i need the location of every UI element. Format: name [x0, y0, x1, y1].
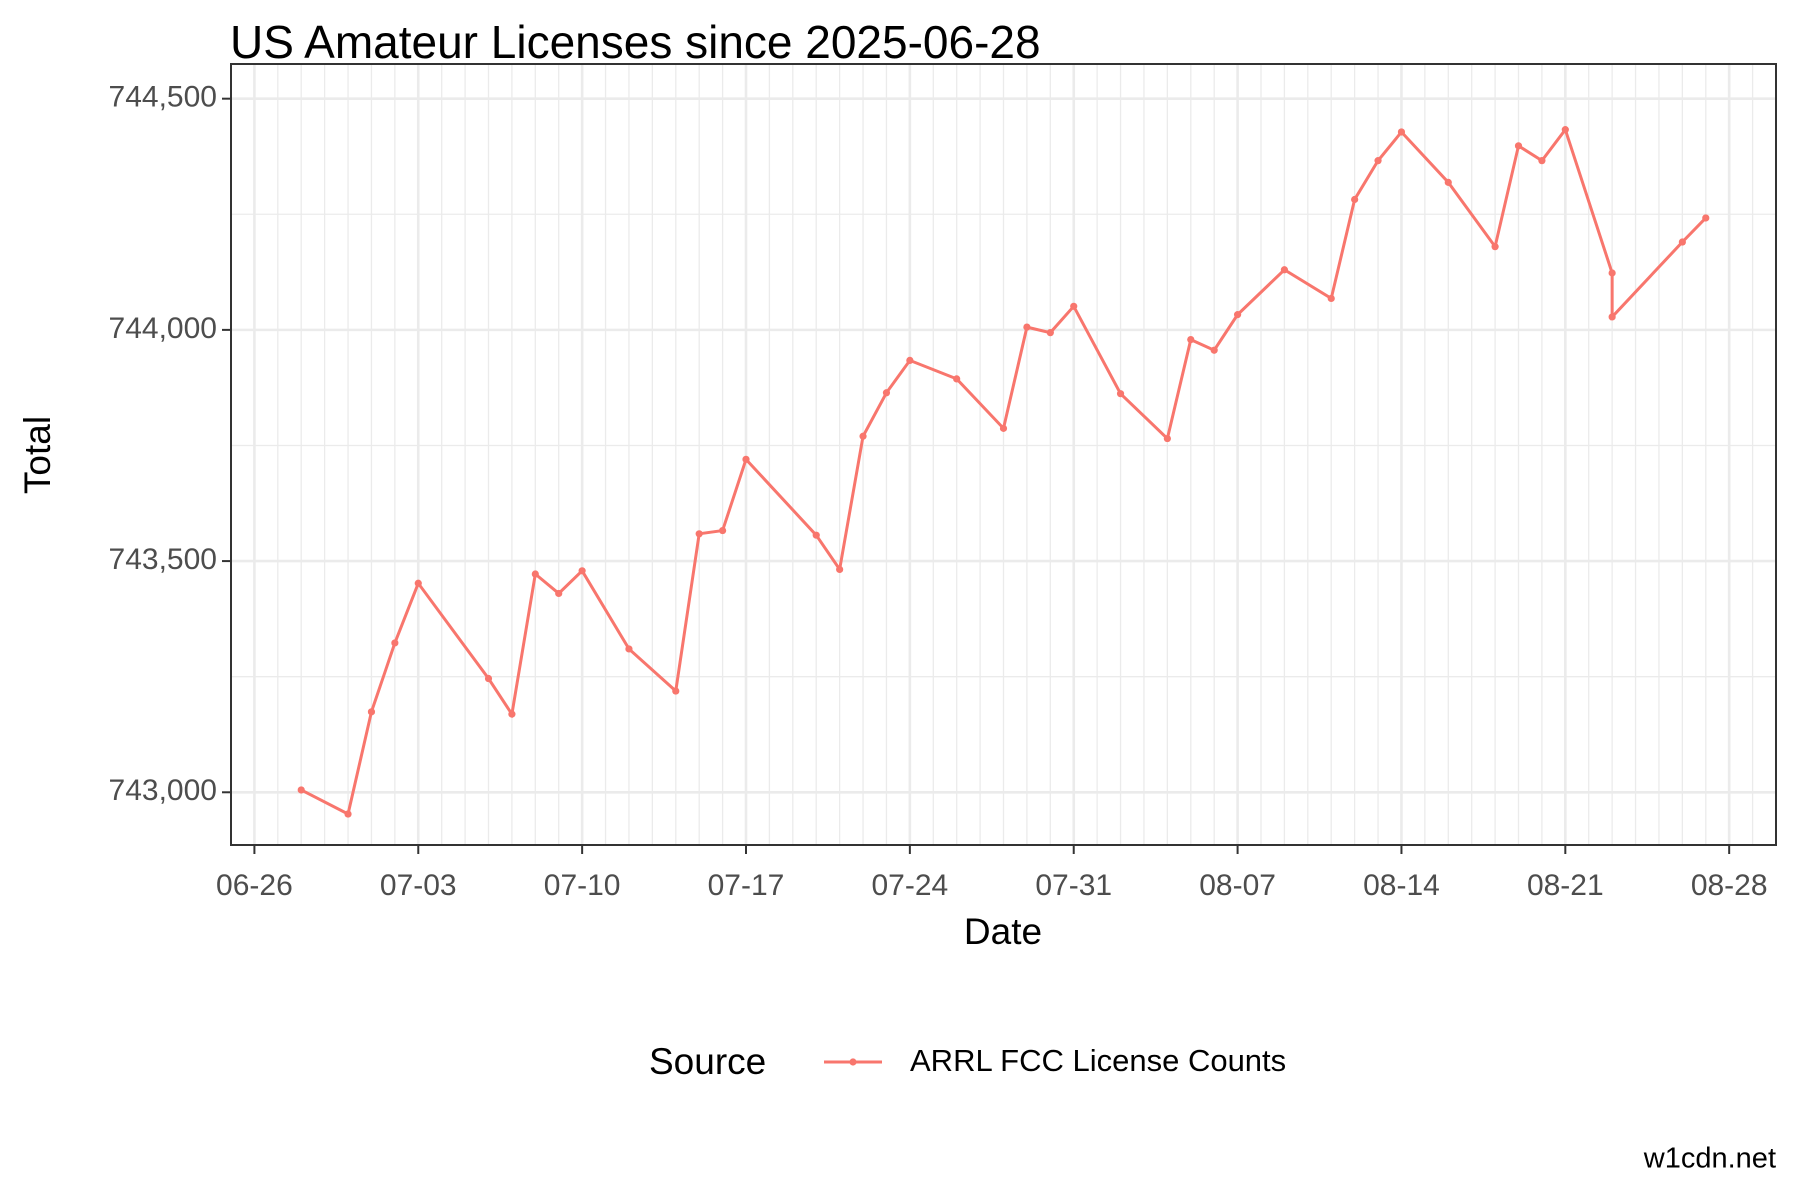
data-point [1233, 311, 1242, 319]
y-tick-label: 744,500 [109, 81, 217, 114]
data-point [1514, 142, 1523, 150]
chart-title: US Amateur Licenses since 2025-06-28 [230, 16, 1041, 68]
data-point [1023, 323, 1031, 331]
panel-border [230, 63, 1777, 846]
x-tick-label: 08-07 [1199, 869, 1276, 902]
data-point [1702, 214, 1710, 222]
x-tick-label: 07-31 [1035, 869, 1112, 902]
data-point [742, 455, 750, 463]
data-point [1210, 346, 1218, 354]
data-point [1561, 126, 1569, 134]
data-point [484, 674, 493, 683]
data-point [1678, 238, 1686, 246]
legend-point [849, 1058, 857, 1066]
y-axis-title: Total [17, 416, 58, 494]
legend-title: Source [649, 1041, 766, 1082]
data-point [812, 531, 820, 539]
data-point [1491, 243, 1499, 251]
data-point [1608, 269, 1616, 277]
data-line [300, 126, 1707, 817]
credit: w1cdn.net [1643, 1143, 1776, 1175]
x-tick-label: 08-14 [1363, 869, 1440, 902]
data-point [367, 708, 376, 716]
data-point [297, 786, 305, 794]
data-point [1187, 335, 1195, 344]
data-point [1374, 157, 1382, 165]
data-point [695, 530, 703, 538]
data-point [953, 375, 961, 383]
x-tick-label: 07-03 [380, 869, 457, 902]
legend-label: ARRL FCC License Counts [910, 1043, 1286, 1078]
data-point [906, 356, 914, 365]
data-point [1280, 266, 1289, 274]
y-tick-label: 743,500 [109, 543, 217, 576]
data-point [1351, 195, 1359, 204]
data-point [1538, 157, 1546, 165]
data-point [672, 687, 680, 695]
data-point [578, 567, 586, 575]
data-point [508, 710, 516, 718]
data-point [718, 526, 727, 535]
data-point [625, 645, 633, 653]
data-point [836, 565, 844, 574]
y-tick-label: 744,000 [109, 312, 217, 345]
x-tick-label: 06-26 [216, 869, 293, 902]
data-point [1397, 128, 1406, 136]
data-point [1444, 178, 1452, 186]
data-point [999, 424, 1008, 432]
x-tick-label: 08-21 [1527, 869, 1604, 902]
data-point [555, 589, 563, 598]
x-tick-label: 07-24 [871, 869, 948, 902]
x-axis-title: Date [964, 911, 1042, 952]
data-point [391, 639, 399, 647]
y-tick-label: 743,000 [109, 774, 217, 807]
data-point [1608, 313, 1616, 321]
data-point [344, 810, 352, 818]
x-tick-label: 08-28 [1691, 869, 1768, 902]
data-point [859, 432, 867, 440]
data-point [1163, 434, 1171, 443]
data-point [531, 570, 539, 578]
data-point [414, 579, 422, 587]
data-point [1046, 329, 1054, 337]
x-tick-label: 07-10 [544, 869, 621, 902]
x-tick-label: 07-17 [708, 869, 785, 902]
data-point [1327, 294, 1335, 303]
data-point [1116, 390, 1125, 398]
data-point [1070, 302, 1078, 310]
data-point [882, 389, 891, 397]
